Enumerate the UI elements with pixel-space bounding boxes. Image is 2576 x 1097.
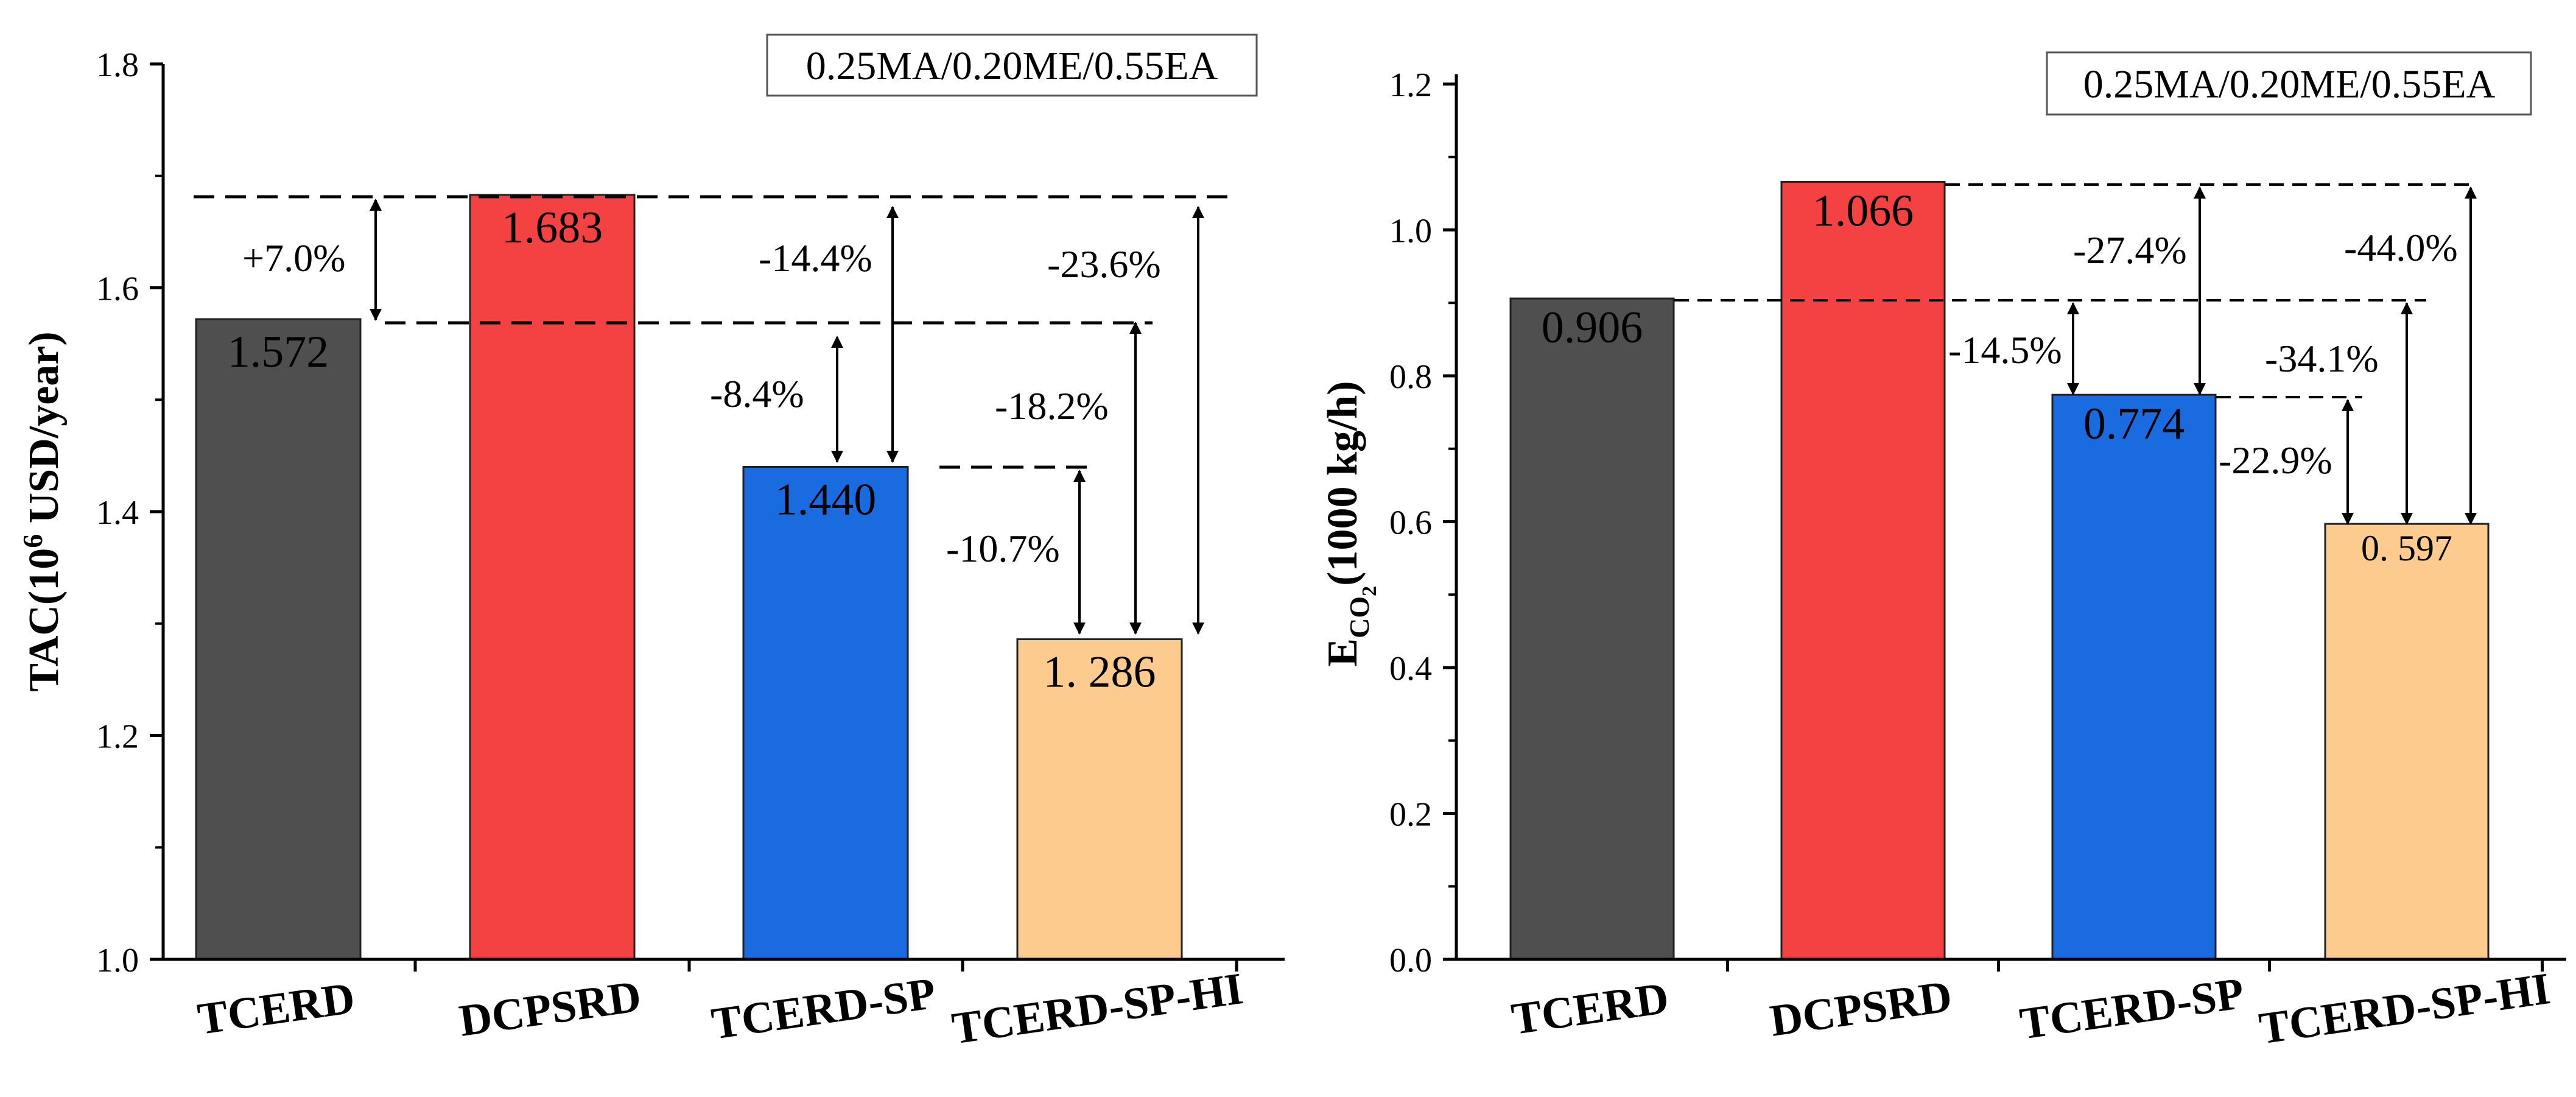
tac-annotation-minus23-6: -23.6% [1047, 242, 1161, 286]
eco2-y-ticks: 0.0 0.2 0.4 0.6 0.8 1.0 1.2 [1389, 66, 1456, 979]
tac-annotations: +7.0% -14.4% -23.6% -8.4% -18.2% -10.7% [242, 236, 1161, 570]
eco2-category-label-dcpsrd: DCPSRD [1767, 972, 1955, 1046]
tac-y-tick-label: 1.4 [96, 494, 139, 532]
eco2-annotation-minus44-0: -44.0% [2344, 226, 2458, 269]
eco2-y-axis-title-main: E [1319, 638, 1366, 667]
eco2-x-ticks [1726, 959, 2544, 972]
tac-bar-tcerd [195, 318, 362, 961]
tac-y-tick-label: 1.6 [96, 270, 139, 308]
tac-bar-tcerd-sp [742, 466, 909, 961]
eco2-arrows [2067, 186, 2477, 525]
tac-y-ticks: 1.0 1.2 1.4 1.6 1.8 [96, 46, 163, 979]
tac-bar-label-dcpsrd: 1.683 [502, 203, 603, 253]
eco2-annotation-minus34-1: -34.1% [2265, 337, 2379, 380]
eco2-y-axis-title: ECO2(1000 kg/h) [1319, 381, 1381, 666]
eco2-annotation-minus22-9: -22.9% [2219, 439, 2332, 482]
tac-annotation-minus8-4: -8.4% [710, 372, 804, 415]
tac-annotation-plus7: +7.0% [242, 236, 345, 280]
tac-category-label-tcerd-sp-hi: TCERD-SP-HI [949, 964, 1246, 1054]
eco2-bar-tcerd [1509, 297, 1675, 961]
eco2-y-axis-title-tail: (1000 kg/h) [1319, 381, 1366, 585]
tac-legend-box [766, 34, 1258, 97]
tac-chart: 1.572 1.683 1.440 1. 286 +7.0% -14.4% -23.6… [17, 34, 1285, 1054]
eco2-y-axis-title-sub2: 2 [1358, 586, 1381, 596]
eco2-y-tick-label: 0.2 [1389, 796, 1432, 834]
eco2-y-tick-label: 1.0 [1389, 213, 1432, 250]
tac-bar-dcpsrd [469, 194, 636, 961]
tac-bar-tcerd-sp-hi [1016, 638, 1183, 961]
tac-y-axis-title-sup: 6 [17, 534, 48, 548]
eco2-y-tick-label: 0.4 [1389, 650, 1432, 688]
tac-bar-label-tcerd: 1.572 [228, 327, 329, 377]
tac-category-label-tcerd: TCERD [195, 973, 358, 1045]
eco2-annotation-minus27-4: -27.4% [2073, 228, 2187, 272]
tac-category-label-tcerd-sp: TCERD-SP [709, 968, 939, 1049]
eco2-y-tick-label: 0.8 [1389, 358, 1432, 396]
eco2-category-labels: TCERD DCPSRD TCERD-SP TCERD-SP-HI [1509, 964, 2553, 1054]
eco2-category-label-tcerd-sp: TCERD-SP [2017, 968, 2247, 1049]
eco2-y-axis-title-sub: CO [1344, 596, 1375, 638]
tac-y-axis-title-main: TAC(10 [21, 548, 68, 692]
tac-category-label-dcpsrd: DCPSRD [456, 972, 644, 1046]
tac-bar-label-tcerd-sp-hi: 1. 286 [1044, 647, 1156, 697]
eco2-category-label-tcerd-sp-hi: TCERD-SP-HI [2256, 964, 2553, 1054]
eco2-bar-tcerd-sp [2051, 393, 2217, 961]
tac-y-tick-label: 1.2 [96, 718, 139, 756]
tac-y-tick-label: 1.0 [96, 942, 139, 979]
eco2-bar-label-tcerd-sp-hi: 0. 597 [2361, 528, 2452, 568]
eco2-legend-text: 0.25MA/0.20ME/0.55EA [2083, 62, 2496, 107]
tac-legend-text: 0.25MA/0.20ME/0.55EA [806, 44, 1218, 88]
tac-category-labels: TCERD DCPSRD TCERD-SP TCERD-SP-HI [195, 964, 1246, 1054]
eco2-legend: 0.25MA/0.20ME/0.55EA [2046, 51, 2532, 116]
eco2-chart: 0.906 1.066 0.774 0. 597 -27.4% -44.0% -14.… [1319, 51, 2566, 1054]
tac-legend: 0.25MA/0.20ME/0.55EA [766, 34, 1258, 97]
eco2-y-tick-label: 0.6 [1389, 504, 1432, 542]
eco2-bar-labels: 0.906 1.066 0.774 0. 597 [1542, 186, 2452, 568]
tac-y-axis-title: TAC(106 USD/year) [17, 331, 68, 691]
eco2-annotation-minus14-5: -14.5% [1948, 328, 2062, 372]
tac-annotation-minus10-7: -10.7% [946, 527, 1060, 570]
eco2-category-label-tcerd: TCERD [1509, 973, 1672, 1045]
eco2-bar-label-dcpsrd: 1.066 [1813, 186, 1914, 236]
eco2-legend-box [2046, 51, 2532, 116]
tac-bars [195, 194, 1183, 961]
tac-x-ticks [413, 959, 1238, 972]
tac-y-axis-title-tail: USD/year) [21, 331, 68, 534]
tac-dashed-lines [194, 195, 1233, 469]
eco2-y-tick-label: 0.0 [1389, 942, 1432, 979]
eco2-dashed-lines [1674, 183, 2475, 398]
eco2-bar-dcpsrd [1780, 180, 1946, 961]
eco2-y-tick-label: 1.2 [1389, 66, 1432, 104]
tac-y-tick-label: 1.8 [96, 46, 139, 84]
eco2-annotations: -27.4% -44.0% -14.5% -34.1% -22.9% [1948, 226, 2458, 482]
eco2-axes [1455, 74, 2566, 961]
tac-bar-labels: 1.572 1.683 1.440 1. 286 [228, 203, 1156, 697]
eco2-bars [1509, 180, 2490, 961]
tac-annotation-minus18-2: -18.2% [995, 384, 1109, 428]
tac-arrows [370, 199, 1204, 635]
eco2-bar-tcerd-sp-hi [2324, 523, 2490, 961]
tac-annotation-minus14-4: -14.4% [759, 236, 872, 280]
tac-bar-label-tcerd-sp: 1.440 [775, 475, 877, 525]
eco2-bar-label-tcerd: 0.906 [1542, 303, 1643, 353]
eco2-bar-label-tcerd-sp: 0.774 [2083, 399, 2185, 449]
